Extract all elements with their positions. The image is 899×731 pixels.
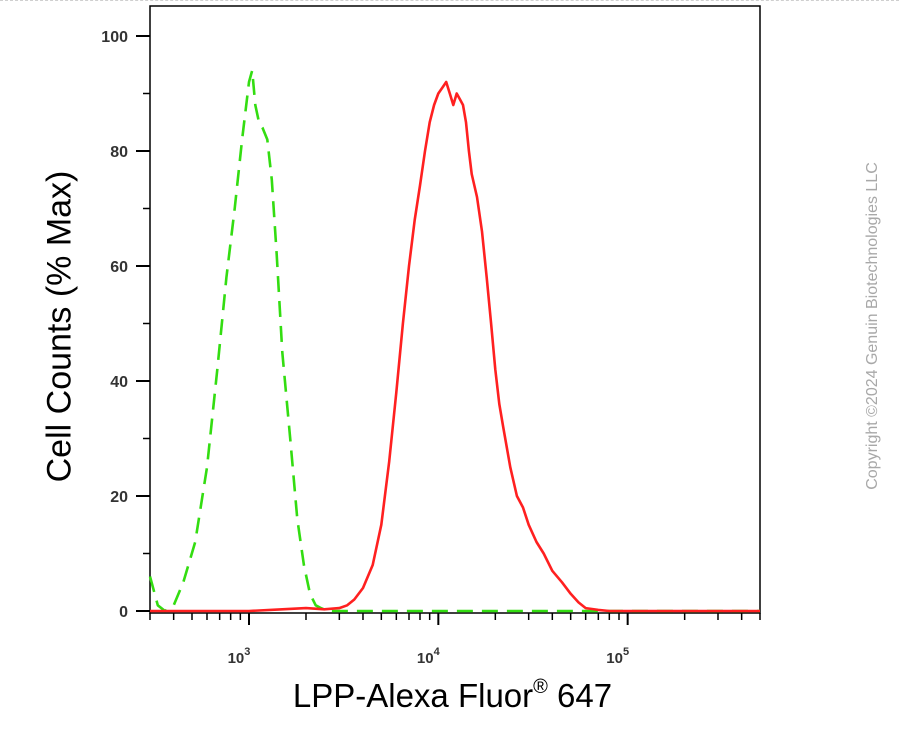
y-tick-label: 80	[110, 144, 128, 161]
x-axis: 103 104 105	[149, 613, 761, 667]
y-axis-label: Cell Counts (% Max)	[40, 170, 79, 482]
series-layer	[148, 69, 760, 613]
y-tick-label: 100	[101, 29, 128, 46]
x-tick-label: 103	[228, 646, 251, 667]
y-tick-label: 20	[110, 489, 128, 506]
plot-frame	[149, 5, 761, 614]
x-tick-label: 104	[417, 646, 441, 667]
y-tick-label: 60	[110, 259, 128, 276]
y-axis: 0 20 40 60 80 100	[101, 29, 150, 621]
sample-series-line	[150, 80, 760, 613]
y-tick-label: 0	[119, 604, 128, 621]
y-tick-label: 40	[110, 374, 128, 391]
control-series-line	[148, 69, 760, 613]
copyright-watermark: Copyright ©2024 Genuin Biotechnologies L…	[864, 162, 881, 490]
x-tick-label: 105	[606, 646, 629, 667]
x-axis-label: LPP-Alexa Fluor® 647	[292, 676, 613, 714]
